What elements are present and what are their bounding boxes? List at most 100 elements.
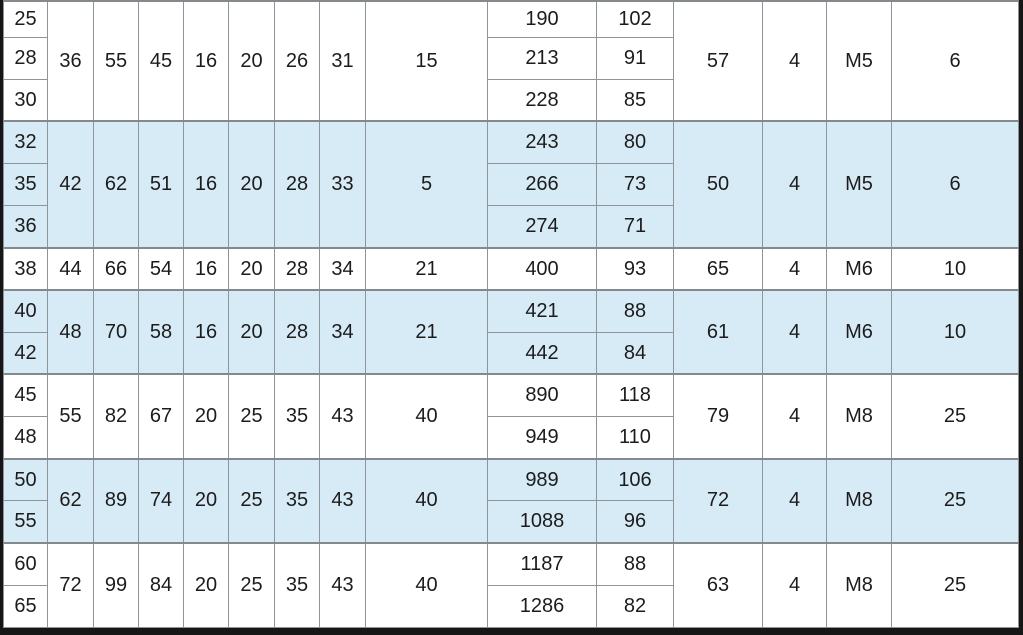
row-value-a-cell: 243 xyxy=(487,120,597,165)
group-dim-cell: 20 xyxy=(228,289,275,375)
group-spec-cell: 65 xyxy=(673,246,763,291)
group-dim-cell: 20 xyxy=(183,542,229,629)
table-row: 30 228 85 xyxy=(3,78,1019,122)
group-dim-cell: 89 xyxy=(93,457,139,544)
group-dim-cell: 62 xyxy=(47,457,94,544)
group-dim-cell: 45 xyxy=(138,0,184,122)
group-spec-cell: 72 xyxy=(673,457,763,544)
bore-cell: 32 xyxy=(3,120,48,165)
group-dim-cell: 43 xyxy=(319,457,366,544)
bore-cell: 35 xyxy=(3,163,48,207)
group-spec-cell: 63 xyxy=(673,542,763,629)
group-dim-cell: 26 xyxy=(274,0,320,122)
bore-cell: 65 xyxy=(3,584,48,629)
row-value-a-cell: 949 xyxy=(487,416,597,460)
row-value-a-cell: 228 xyxy=(487,78,597,122)
table-row: 60 72 99 84 20 25 35 43 40 1187 88 63 4 M8 25 xyxy=(3,542,1019,629)
group-spec-cell: 79 xyxy=(673,373,763,460)
bore-cell: 60 xyxy=(3,542,48,586)
group-dim-cell: 20 xyxy=(183,457,229,544)
group-dim-cell: 34 xyxy=(319,289,366,375)
row-value-a-cell: 274 xyxy=(487,205,597,249)
group-spec-cell: 4 xyxy=(762,246,827,291)
group-dim-cell: 40 xyxy=(365,542,488,629)
group-dim-cell: 66 xyxy=(93,246,139,291)
group-spec-cell: 10 xyxy=(891,289,1019,375)
bore-cell: 50 xyxy=(3,457,48,502)
group-dim-cell: 28 xyxy=(274,120,320,249)
group-dim-cell: 36 xyxy=(47,0,94,122)
group-spec-cell: 25 xyxy=(891,373,1019,460)
group-spec-cell: 4 xyxy=(762,457,827,544)
group-dim-cell: 33 xyxy=(319,120,366,249)
bore-cell: 38 xyxy=(3,246,48,291)
table-row: 40 48 70 58 16 20 28 34 21 421 88 61 4 M6 10 xyxy=(3,289,1019,375)
group-dim-cell: 25 xyxy=(228,373,275,460)
group-spec-cell: 57 xyxy=(673,0,763,122)
row-value-a-cell: 400 xyxy=(487,246,597,291)
row-value-b-cell: 110 xyxy=(596,416,674,460)
group-dim-cell: 35 xyxy=(274,457,320,544)
table-row: 36 274 71 xyxy=(3,205,1019,249)
row-value-b-cell: 106 xyxy=(596,457,674,502)
group-spec-cell: 6 xyxy=(891,120,1019,249)
table-row: 55 1088 96 xyxy=(3,500,1019,544)
bore-cell: 48 xyxy=(3,416,48,460)
group-dim-cell: 31 xyxy=(319,0,366,122)
row-value-b-cell: 93 xyxy=(596,246,674,291)
group-spec-cell: 50 xyxy=(673,120,763,249)
group-dim-cell: 21 xyxy=(365,289,488,375)
group-dim-cell: 48 xyxy=(47,289,94,375)
row-value-a-cell: 989 xyxy=(487,457,597,502)
table-row: 38 44 66 54 16 20 28 34 21 400 93 65 4 M6 10 xyxy=(3,246,1019,291)
group-dim-cell: 28 xyxy=(274,289,320,375)
spec-table: 25 36 55 45 16 20 26 31 15 190 102 57 4 M5 6 28 213 91 30 2… xyxy=(3,0,1019,629)
group-dim-cell: 16 xyxy=(183,0,229,122)
group-dim-cell: 35 xyxy=(274,542,320,629)
bore-cell: 28 xyxy=(3,36,48,80)
group-spec-cell: M6 xyxy=(826,246,892,291)
group-dim-cell: 5 xyxy=(365,120,488,249)
spec-table-body: 25 36 55 45 16 20 26 31 15 190 102 57 4 M5 6 28 213 91 30 2… xyxy=(3,0,1019,629)
group-dim-cell: 25 xyxy=(228,457,275,544)
table-row: 50 62 89 74 20 25 35 43 40 989 106 72 4 M8 25 xyxy=(3,457,1019,544)
group-dim-cell: 74 xyxy=(138,457,184,544)
row-value-b-cell: 102 xyxy=(596,0,674,38)
row-value-a-cell: 442 xyxy=(487,331,597,375)
row-value-a-cell: 213 xyxy=(487,36,597,80)
group-spec-cell: M8 xyxy=(826,542,892,629)
group-spec-cell: 4 xyxy=(762,0,827,122)
row-value-b-cell: 80 xyxy=(596,120,674,165)
group-dim-cell: 99 xyxy=(93,542,139,629)
row-value-b-cell: 88 xyxy=(596,289,674,333)
group-spec-cell: M8 xyxy=(826,373,892,460)
row-value-b-cell: 71 xyxy=(596,205,674,249)
table-row: 28 213 91 xyxy=(3,36,1019,80)
group-dim-cell: 34 xyxy=(319,246,366,291)
group-dim-cell: 84 xyxy=(138,542,184,629)
group-dim-cell: 35 xyxy=(274,373,320,460)
row-value-a-cell: 190 xyxy=(487,0,597,38)
group-dim-cell: 16 xyxy=(183,120,229,249)
group-spec-cell: 4 xyxy=(762,373,827,460)
bore-cell: 36 xyxy=(3,205,48,249)
row-value-b-cell: 118 xyxy=(596,373,674,418)
group-dim-cell: 43 xyxy=(319,373,366,460)
row-value-a-cell: 890 xyxy=(487,373,597,418)
group-spec-cell: 10 xyxy=(891,246,1019,291)
bore-cell: 45 xyxy=(3,373,48,418)
table-row: 42 442 84 xyxy=(3,331,1019,375)
group-spec-cell: M5 xyxy=(826,120,892,249)
row-value-b-cell: 82 xyxy=(596,584,674,629)
group-dim-cell: 42 xyxy=(47,120,94,249)
group-dim-cell: 72 xyxy=(47,542,94,629)
group-dim-cell: 16 xyxy=(183,289,229,375)
group-spec-cell: 25 xyxy=(891,457,1019,544)
row-value-b-cell: 88 xyxy=(596,542,674,586)
row-value-a-cell: 421 xyxy=(487,289,597,333)
group-dim-cell: 54 xyxy=(138,246,184,291)
group-spec-cell: 4 xyxy=(762,542,827,629)
group-dim-cell: 15 xyxy=(365,0,488,122)
group-dim-cell: 70 xyxy=(93,289,139,375)
